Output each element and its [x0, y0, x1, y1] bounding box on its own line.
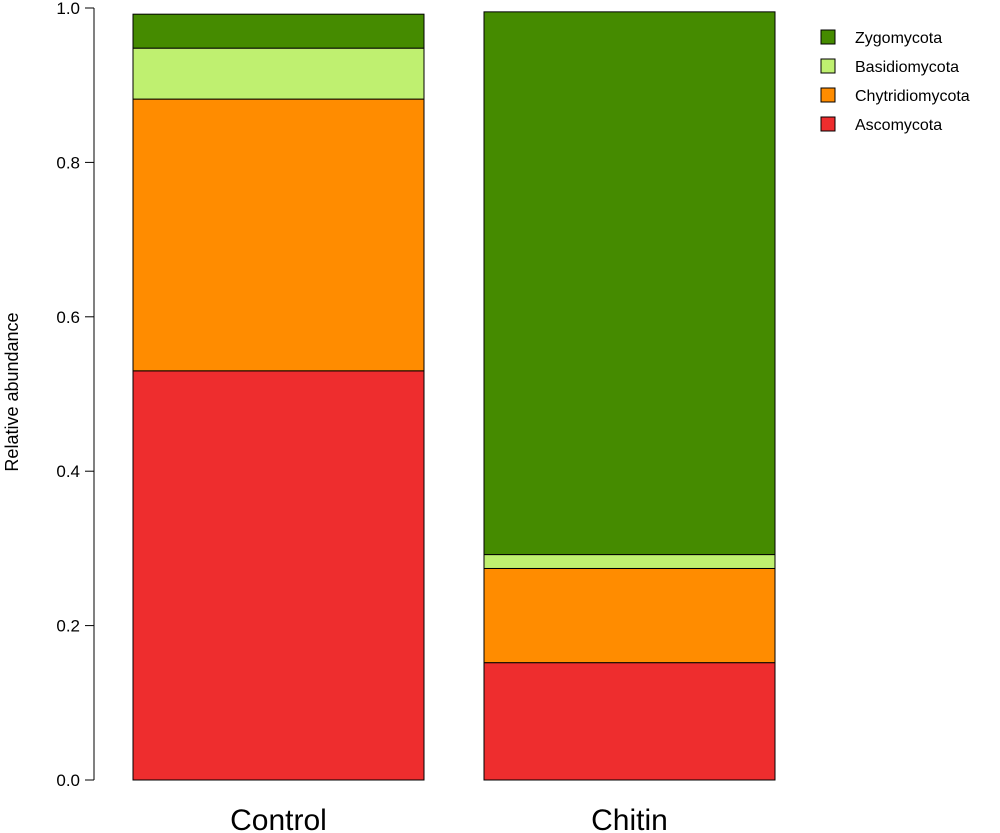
legend-swatch	[820, 116, 836, 132]
bar-segment-zygomycota-chitin	[483, 11, 776, 556]
y-tick-label: 0.4	[56, 462, 80, 481]
y-tick-label: 0.8	[56, 153, 80, 172]
y-tick-label: 0.0	[56, 771, 80, 790]
x-axis-labels: Control Chitin	[230, 804, 668, 833]
bar-segment-zygomycota-control	[132, 13, 425, 49]
x-tick-label-chitin: Chitin	[591, 804, 668, 833]
legend-item-basidiomycota: Basidiomycota	[820, 58, 959, 76]
legend-item-ascomycota: Ascomycota	[820, 116, 942, 134]
legend-item-zygomycota: Zygomycota	[820, 29, 942, 47]
bars	[132, 11, 776, 781]
legend-label: Chytridiomycota	[855, 88, 970, 105]
bar-segment-basidiomycota-chitin	[483, 554, 776, 569]
bar-stack-control	[132, 13, 425, 781]
bar-segment-basidiomycota-control	[132, 47, 425, 100]
bar-segment-ascomycota-control	[132, 370, 425, 781]
bar-segment-chytridiomycota-control	[132, 98, 425, 372]
legend-swatch	[820, 29, 836, 45]
bar-segment-ascomycota-chitin	[483, 662, 776, 781]
legend-item-chytridiomycota: Chytridiomycota	[820, 87, 970, 105]
legend-swatch	[820, 58, 836, 74]
legend-label: Ascomycota	[855, 117, 942, 134]
legend-swatch	[820, 87, 836, 103]
bar-segment-chytridiomycota-chitin	[483, 567, 776, 664]
y-axis-label: Relative abundance	[2, 312, 22, 471]
bar-stack-chitin	[483, 11, 776, 781]
y-tick-label: 0.2	[56, 617, 80, 636]
y-tick-label: 0.6	[56, 308, 80, 327]
y-axis: 0.0 0.2 0.4 0.6 0.8 1.0	[56, 0, 95, 790]
legend: Zygomycota Basidiomycota Chytridiomycota As…	[820, 29, 970, 134]
x-tick-label-control: Control	[230, 804, 327, 833]
legend-label: Zygomycota	[855, 30, 942, 47]
legend-label: Basidiomycota	[855, 59, 959, 76]
y-tick-label: 1.0	[56, 0, 80, 18]
